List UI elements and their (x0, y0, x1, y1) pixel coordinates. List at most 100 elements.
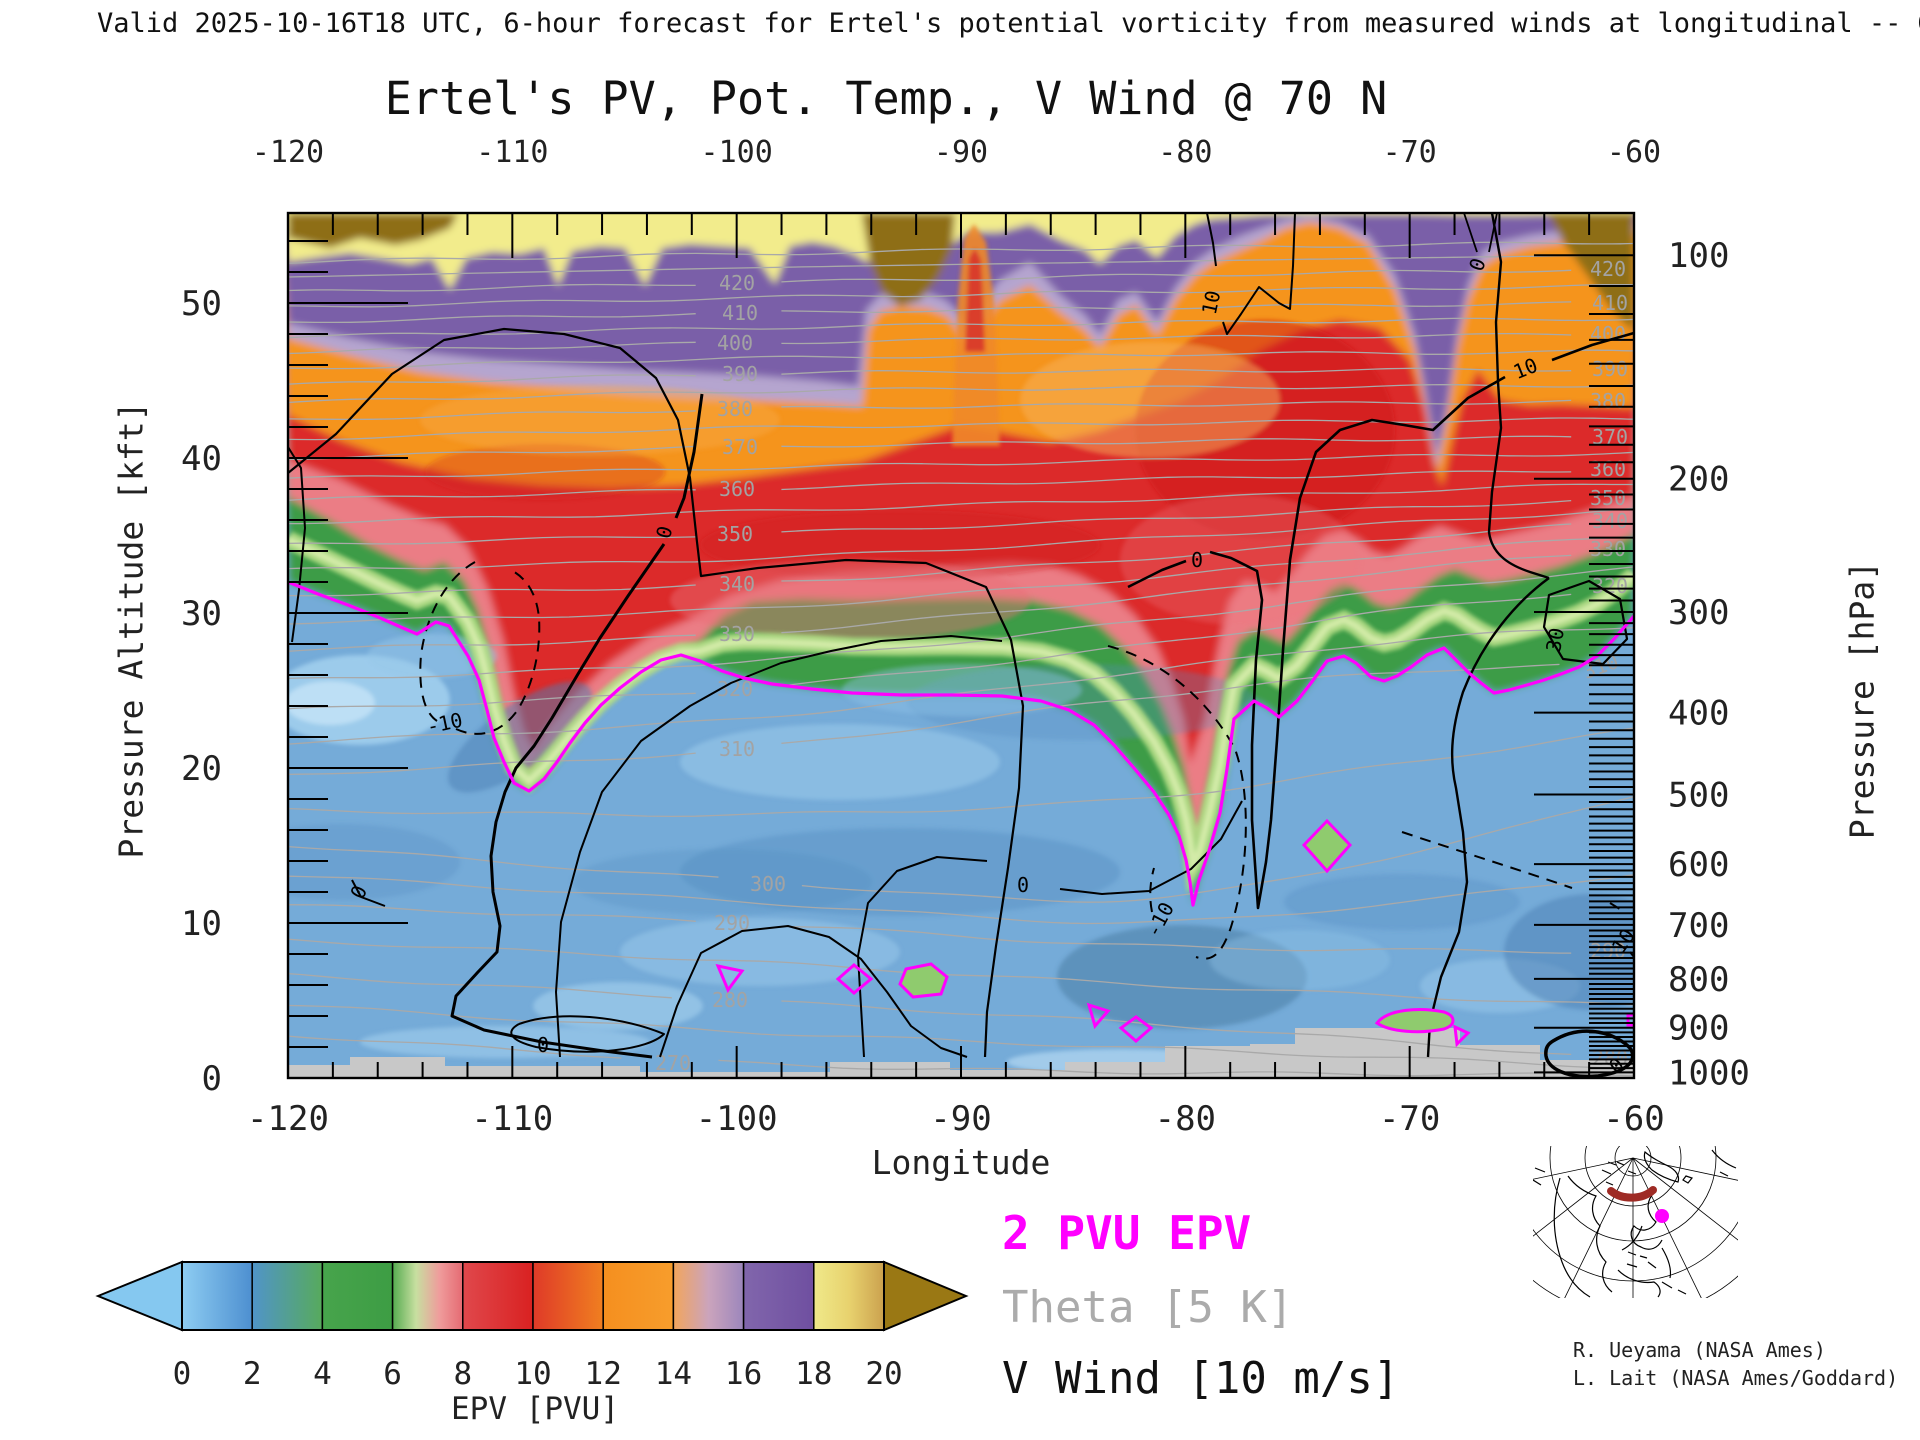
attribution-line-2: L. Lait (NASA Ames/Goddard) (1573, 1366, 1899, 1390)
legend-theta: Theta [5 K] (1002, 1282, 1294, 1333)
theta-label: 380 (1590, 389, 1626, 413)
wind-contour-label: 30 (1541, 626, 1569, 654)
coastline (1682, 1175, 1694, 1184)
epv-filled-field (288, 213, 1634, 1078)
theta-label: 360 (719, 477, 755, 501)
band-brown (862, 213, 955, 306)
colorbar-label: EPV [PVU] (451, 1391, 619, 1427)
colorbar-value: 20 (865, 1356, 902, 1392)
terrain (288, 1028, 1634, 1078)
cross-section-track (1607, 1186, 1657, 1202)
pv2-contour (288, 580, 1634, 1048)
x-tick-label-top: -80 (1158, 135, 1212, 170)
colorbar-value: 14 (655, 1356, 692, 1392)
y-left-tick-label: 40 (181, 439, 222, 479)
colorbar-segment (391, 1261, 464, 1331)
coastline (1621, 1225, 1648, 1268)
y-right-tick-label: 100 (1668, 236, 1729, 276)
y-right-tick-label: 1000 (1668, 1053, 1750, 1093)
theta-label: 340 (1592, 509, 1628, 533)
theta-label: 310 (719, 737, 755, 761)
inset-location-map (1533, 1146, 1738, 1298)
colorbar-segment (181, 1261, 253, 1331)
theta-label: 410 (1592, 291, 1628, 315)
x-tick-label-top: -100 (701, 135, 773, 170)
station-dot (1655, 1209, 1669, 1223)
coastline (1601, 1161, 1637, 1186)
wind-contour-label: 10 (1197, 288, 1225, 317)
wind-contour-label: 0 (1017, 873, 1029, 897)
y-axis-right-label: Pressure [hPa] (1842, 560, 1882, 840)
y-right-tick-label: 200 (1668, 460, 1729, 500)
theta-label: 280 (712, 988, 748, 1012)
theta-label: 400 (1590, 322, 1626, 346)
x-axis-label: Longitude (871, 1143, 1051, 1182)
wind-contour-label: 0 (1191, 548, 1203, 572)
colorbar-segment (602, 1261, 675, 1331)
colorbar-value: 0 (173, 1356, 192, 1392)
band-brown (288, 213, 458, 248)
legend-pv2-contour: 2 PVU EPV (1002, 1206, 1252, 1260)
y-axis-left-label: Pressure Altitude [kft] (111, 401, 151, 859)
y-right-tick-label: 700 (1668, 906, 1729, 946)
y-right-tick-label: 600 (1668, 845, 1729, 885)
theta-label: 350 (1590, 486, 1626, 510)
band-brown (1548, 213, 1634, 332)
colorbar-value: 12 (585, 1356, 622, 1392)
y-right-tick-label: 400 (1668, 694, 1729, 734)
theta-label: 340 (719, 572, 755, 596)
x-tick-label-top: -120 (252, 135, 324, 170)
x-tick-label-top: -60 (1607, 135, 1661, 170)
validity-line: Valid 2025-10-16T18 UTC, 6-hour forecast… (97, 8, 1920, 39)
coastline (1567, 1175, 1613, 1293)
coastline (1643, 1150, 1680, 1183)
x-tick-label-top: -110 (476, 135, 548, 170)
colorbar-value: 4 (313, 1356, 332, 1392)
theta-label: 380 (717, 397, 753, 421)
y-right-tick-label: 800 (1668, 960, 1729, 1000)
theta-label: 370 (722, 435, 758, 459)
colorbar-value: 8 (453, 1356, 472, 1392)
theta-label: 400 (717, 331, 753, 355)
x-tick-label-top: -90 (934, 135, 988, 170)
y-left-tick-label: 20 (181, 749, 222, 789)
coastline (1647, 1247, 1672, 1279)
theta-label: 330 (1590, 537, 1626, 561)
colorbar-segment (813, 1261, 885, 1331)
y-left-tick-label: 50 (181, 284, 222, 324)
theta-label: 420 (1590, 257, 1626, 281)
y-right-tick-label: 500 (1668, 776, 1729, 816)
colorbar-value: 10 (514, 1356, 551, 1392)
coastline (1553, 1177, 1591, 1298)
colorbar-segment (532, 1261, 604, 1331)
colorbar-segment (672, 1261, 745, 1331)
theta-label: 360 (1590, 457, 1626, 481)
x-tick-label-bottom: -110 (471, 1099, 553, 1139)
colorbar-segment (321, 1261, 394, 1331)
colorbar-segment (251, 1261, 324, 1331)
x-tick-label-bottom: -70 (1379, 1099, 1440, 1139)
wind-contour-label: 0 (651, 523, 677, 541)
coastline (1617, 1269, 1687, 1298)
coastline (1630, 1194, 1663, 1250)
x-tick-label-top: -70 (1383, 135, 1437, 170)
x-tick-label-bottom: -100 (696, 1099, 778, 1139)
plot-title: Ertel's PV, Pot. Temp., V Wind @ 70 N (384, 72, 1388, 125)
colorbar-segment (742, 1261, 815, 1331)
attribution-line-1: R. Ueyama (NASA Ames) (1573, 1338, 1826, 1362)
theta-label: 350 (717, 522, 753, 546)
y-left-tick-label: 10 (181, 904, 222, 944)
x-tick-label-bottom: -90 (930, 1099, 991, 1139)
theta-label: 390 (1592, 357, 1628, 381)
theta-label: 410 (722, 301, 758, 325)
theta-label: 300 (750, 872, 786, 896)
colorbar-segment (462, 1261, 534, 1331)
x-tick-label-bottom: -120 (247, 1099, 329, 1139)
colorbar-value: 2 (243, 1356, 262, 1392)
y-right-tick-label: 300 (1668, 593, 1729, 633)
band-purple (288, 213, 1634, 455)
band-yellow (288, 213, 1634, 290)
coastline (1533, 1167, 1546, 1186)
